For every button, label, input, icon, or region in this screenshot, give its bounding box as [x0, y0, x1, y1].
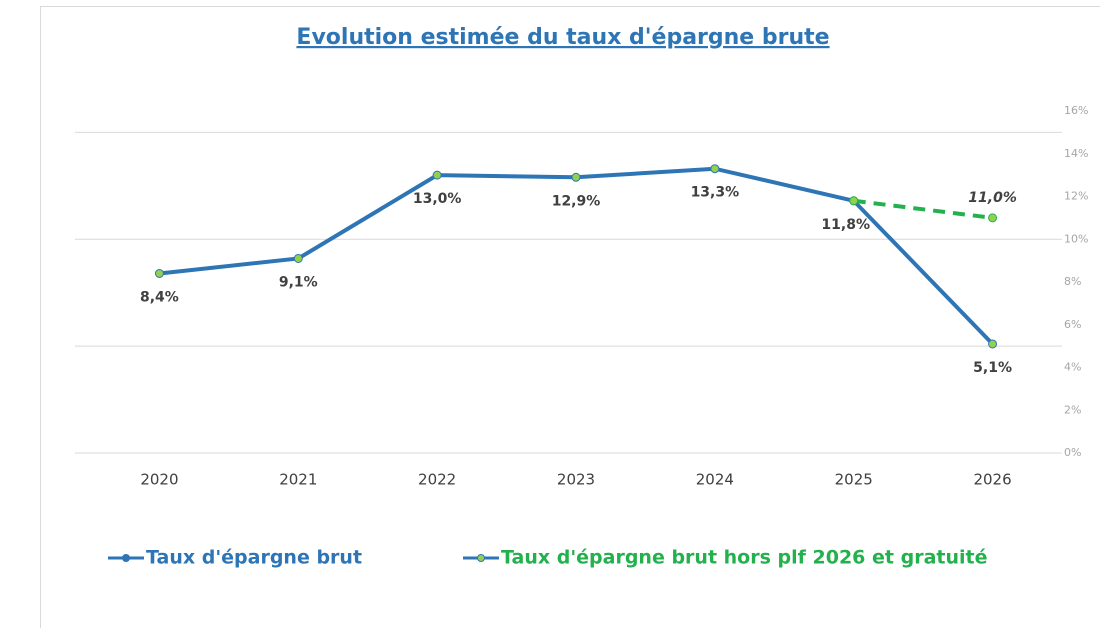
y-tick-label: 14% — [1064, 147, 1088, 160]
x-tick-label: 2020 — [140, 471, 178, 489]
y-tick-label: 16% — [1064, 104, 1088, 117]
data-point — [849, 196, 859, 206]
data-label: 11,8% — [821, 217, 870, 233]
data-point — [988, 339, 998, 349]
y-tick-label: 4% — [1064, 361, 1081, 374]
y-tick-label: 2% — [1064, 403, 1081, 416]
data-label: 9,1% — [279, 274, 318, 290]
legend-label: Taux d'épargne brut hors plf 2026 et gra… — [501, 547, 987, 569]
chart-frame — [40, 6, 1100, 628]
x-tick-label: 2021 — [279, 471, 317, 489]
data-label: 13,3% — [691, 185, 740, 201]
x-tick-label: 2025 — [835, 471, 873, 489]
x-tick-label: 2022 — [418, 471, 456, 489]
data-point — [988, 213, 998, 223]
chart-title: Evolution estimée du taux d'épargne brut… — [296, 25, 829, 50]
y-tick-label: 10% — [1064, 232, 1088, 245]
y-tick-label: 0% — [1064, 446, 1081, 459]
series-line — [853, 198, 993, 220]
y-tick-label: 12% — [1064, 190, 1088, 203]
data-point — [293, 253, 303, 263]
legend-marker — [477, 554, 485, 562]
data-label: 13,0% — [413, 191, 462, 207]
data-label: 11,0% — [968, 190, 1017, 206]
data-point — [710, 164, 720, 174]
x-tick-label: 2026 — [973, 471, 1011, 489]
data-label: 8,4% — [140, 289, 179, 305]
data-point — [571, 172, 581, 182]
y-tick-label: 6% — [1064, 318, 1081, 331]
x-tick-label: 2024 — [696, 471, 734, 489]
data-label: 12,9% — [552, 193, 601, 209]
data-point — [432, 170, 442, 180]
data-point — [154, 268, 164, 278]
legend-marker — [122, 554, 130, 562]
y-tick-label: 8% — [1064, 275, 1081, 288]
data-label: 5,1% — [973, 360, 1012, 376]
legend-label: Taux d'épargne brut — [146, 547, 362, 569]
x-tick-label: 2023 — [557, 471, 595, 489]
